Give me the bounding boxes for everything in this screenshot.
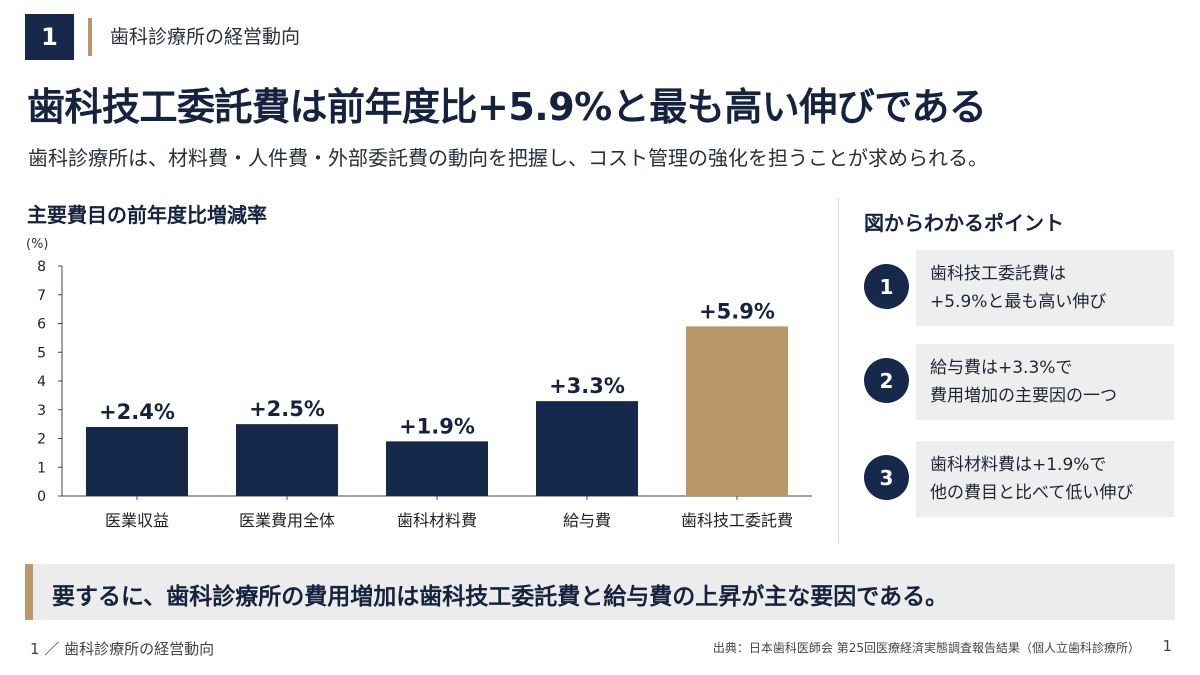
point-card-3: 3 歯科材料費は+1.9%で 他の費目と比べて低い伸び <box>864 441 1174 517</box>
point-line-2: 費用増加の主要因の一つ <box>930 386 1117 406</box>
summary-text: 要するに、歯科診療所の費用増加は歯科技工委託費と給与費の上昇が主な要因である。 <box>52 584 949 610</box>
section-number-badge: 1 <box>25 14 74 60</box>
bar-data-label: +2.4% <box>99 400 175 424</box>
bar-data-label: +1.9% <box>399 414 475 438</box>
point-number-badge: 3 <box>864 455 909 500</box>
y-tick-label: 1 <box>37 460 46 476</box>
point-line-1: 歯科技工委託費は <box>930 264 1066 284</box>
section-title: 歯科診療所の経営動向 <box>110 26 301 48</box>
point-line-2: +5.9%と最も高い伸び <box>930 292 1107 312</box>
point-card-1: 1 歯科技工委託費は +5.9%と最も高い伸び <box>864 250 1174 326</box>
y-tick-label: 7 <box>37 288 46 304</box>
bar-data-label: +5.9% <box>699 299 775 323</box>
point-card-2: 2 給与費は+3.3%で 費用増加の主要因の一つ <box>864 344 1174 420</box>
bar <box>386 441 488 496</box>
x-category-label: 歯科技工委託費 <box>681 511 793 530</box>
bar-data-label: +2.5% <box>249 397 325 421</box>
bar <box>86 427 188 496</box>
y-tick-label: 8 <box>37 259 46 275</box>
x-category-label: 医業収益 <box>105 511 169 530</box>
point-line-1: 歯科材料費は+1.9%で <box>930 455 1107 475</box>
point-number-badge: 2 <box>864 358 909 403</box>
point-text-box: 歯科技工委託費は +5.9%と最も高い伸び <box>916 250 1174 326</box>
x-category-label: 給与費 <box>563 511 611 530</box>
points-title: 図からわかるポイント <box>864 211 1064 235</box>
point-line-2: 他の費目と比べて低い伸び <box>930 483 1134 503</box>
x-category-label: 歯科材料費 <box>397 511 477 530</box>
bar <box>236 424 338 496</box>
y-tick-label: 0 <box>37 489 46 505</box>
page-number: 1 <box>1162 637 1172 655</box>
x-category-label: 医業費用全体 <box>239 511 335 530</box>
bar <box>536 401 638 496</box>
point-line-1: 給与費は+3.3%で <box>930 358 1073 378</box>
chart-title: 主要費目の前年度比増減率 <box>27 203 267 227</box>
point-number-badge: 1 <box>864 264 909 309</box>
page-headline: 歯科技工委託費は前年度比+5.9%と最も高い伸びである <box>27 85 987 129</box>
point-text-box: 歯科材料費は+1.9%で 他の費目と比べて低い伸び <box>916 441 1174 517</box>
bar-data-label: +3.3% <box>549 374 625 398</box>
y-tick-label: 5 <box>37 345 46 361</box>
y-tick-label: 4 <box>37 374 46 390</box>
point-text-box: 給与費は+3.3%で 費用増加の主要因の一つ <box>916 344 1174 420</box>
y-tick-label: 2 <box>37 432 46 448</box>
summary-accent-bar <box>25 564 33 620</box>
summary-banner: 要するに、歯科診療所の費用増加は歯科技工委託費と給与費の上昇が主な要因である。 <box>25 564 1175 620</box>
y-axis-unit-label: (%) <box>26 237 49 252</box>
y-tick-label: 6 <box>37 317 46 333</box>
vertical-divider <box>838 198 839 543</box>
page-subline: 歯科診療所は、材料費・人件費・外部委託費の動向を把握し、コスト管理の強化を担うこ… <box>28 146 988 170</box>
footer-section-label: 1 ／ 歯科診療所の経営動向 <box>30 640 215 658</box>
footer-source: 出典：日本歯科医師会 第25回医療経済実態調査報告結果（個人立歯科診療所） <box>712 641 1140 655</box>
bar <box>686 326 788 496</box>
bar-chart: (%) 0 1 2 3 4 5 6 7 8 +2.4% 医業収益 +2.5% 医業費用全体 +1.9% 歯科材… <box>26 237 812 530</box>
y-tick-label: 3 <box>37 403 46 419</box>
section-accent-bar <box>88 18 92 56</box>
